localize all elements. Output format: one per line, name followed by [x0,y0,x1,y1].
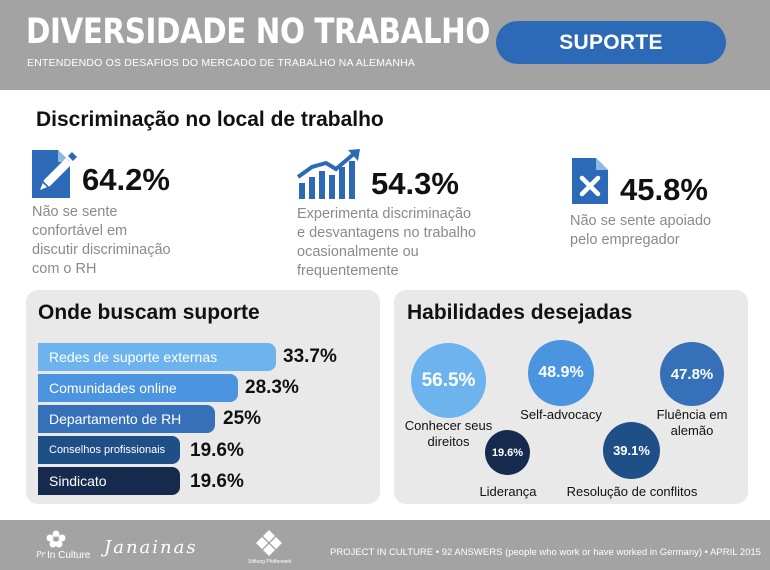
skill-label-conflict-resolution: Resolução de conflitos [566,484,698,499]
support-bar-online-communities: Comunidades online [38,374,238,402]
skill-bubble-conflict-resolution: 39.1% [603,422,660,479]
document-pen-icon [32,150,77,198]
support-value-external-networks: 33.7% [283,346,337,367]
janainas-logo: Janainas [104,537,198,558]
in-culture-logo: In Culture [47,550,91,561]
page-subtitle: ENTENDENDO OS DESAFIOS DO MERCADO DE TRA… [27,57,416,69]
support-bar-professional-councils: Conselhos profissionais [38,436,180,464]
support-bar-union: Sindicato [38,467,180,495]
page-title: DIVERSIDADE NO TRABALHO [26,12,490,52]
support-bar-hr-department: Departamento de RH [38,405,215,433]
document-x-icon [572,158,608,204]
in-culture-flower-icon [46,530,66,548]
skill-label-german-fluency: Fluência em alemão [656,407,728,438]
footer-credits: PROJECT IN CULTURE • 92 ANSWERS (people … [330,547,761,558]
skill-label-know-rights: Conhecer seus direitos [404,418,493,449]
section-title: Discriminação no local de trabalho [36,108,384,131]
support-bar-external-networks: Redes de suporte externas [38,343,276,371]
pfefferwerk-logo: Stiftung Pfefferwerk [248,559,292,565]
support-value-online-communities: 28.3% [245,377,299,398]
in-culture-logo-prefix: Pr [36,550,46,559]
skill-bubble-know-rights: 56.5% [411,343,486,418]
support-panel-title: Onde buscam suporte [38,301,260,324]
stat-description-employer-support: Não se sente apoiado pelo empregador [570,213,712,248]
stat-value-discrimination: 54.3% [371,166,459,201]
support-value-union: 19.6% [190,471,244,492]
header-bar: DIVERSIDADE NO TRABALHO ENTENDENDO OS DE… [0,0,770,90]
support-value-hr-department: 25% [223,408,262,429]
skill-bubble-self-advocacy: 48.9% [528,340,594,406]
support-button[interactable]: SUPORTE [496,21,726,64]
stat-description-discrimination: Experimenta discriminação e desvantagens… [297,206,476,279]
footer-bar: Pr In Culture Janainas Stiftung Pfefferw… [0,520,770,570]
skill-label-leadership: Liderança [479,484,537,499]
support-value-professional-councils: 19.6% [190,440,244,461]
stat-value-hr-comfort: 64.2% [82,162,170,197]
skill-label-self-advocacy: Self-advocacy [520,407,602,422]
rising-chart-icon [296,149,360,199]
stat-description-hr-comfort: Não se sente confortável em discutir dis… [32,204,171,277]
skill-bubble-leadership: 19.6% [485,430,530,475]
skills-panel-title: Habilidades desejadas [407,301,633,324]
stat-value-employer-support: 45.8% [620,172,708,207]
pfefferwerk-diamond-icon [256,530,282,556]
skill-bubble-german-fluency: 47.8% [660,342,724,406]
